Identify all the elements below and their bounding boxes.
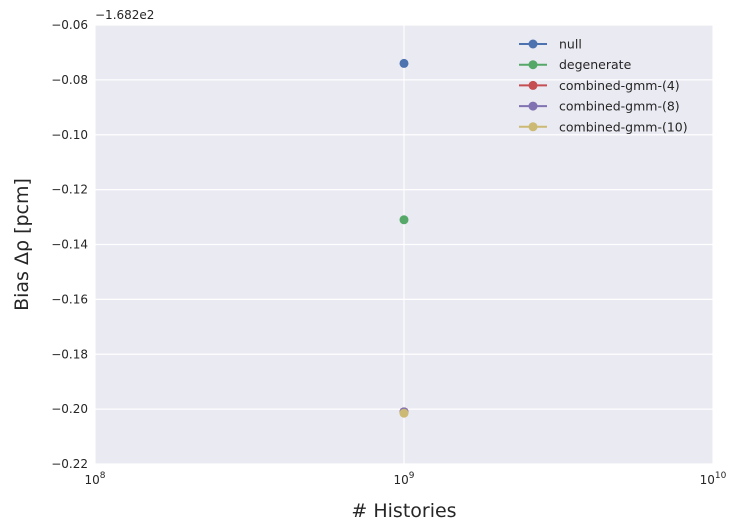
x-axis: 108 109 1010 (84, 471, 726, 487)
y-tick-label: −0.08 (51, 73, 88, 87)
legend: null degenerate combined-gmm-(4) combined-g… (519, 37, 688, 134)
y-tick-label: −0.18 (51, 347, 88, 361)
legend-label: degenerate (559, 57, 632, 72)
x-tick-label: 109 (393, 471, 414, 487)
legend-label: combined-gmm-(8) (559, 99, 680, 114)
legend-marker (528, 60, 538, 70)
y-axis: −0.06 −0.08 −0.10 −0.12 −0.14 −0.16 −0.18 −0.20… (51, 18, 88, 471)
x-tick-label: 1010 (700, 471, 727, 487)
data-point (399, 215, 409, 225)
legend-label: combined-gmm-(4) (559, 78, 680, 93)
y-tick-label: −0.16 (51, 292, 88, 306)
legend-label: null (559, 37, 582, 52)
legend-marker (528, 122, 538, 132)
y-tick-label: −0.20 (51, 402, 88, 416)
data-point (399, 58, 409, 68)
y-tick-label: −0.22 (51, 457, 88, 471)
y-axis-title: Bias Δρ [pcm] (11, 178, 33, 311)
data-points (399, 58, 409, 418)
legend-marker (528, 80, 538, 90)
x-axis-title: # Histories (351, 500, 456, 522)
y-tick-label: −0.14 (51, 238, 88, 252)
y-tick-label: −0.12 (51, 183, 88, 197)
y-offset-label: −1.682e2 (95, 8, 154, 22)
x-tick-label: 108 (84, 471, 105, 487)
legend-marker (528, 39, 538, 49)
legend-marker (528, 101, 538, 111)
data-point (399, 408, 409, 418)
y-tick-label: −0.06 (51, 18, 88, 32)
legend-label: combined-gmm-(10) (559, 119, 688, 134)
y-tick-label: −0.10 (51, 128, 88, 142)
